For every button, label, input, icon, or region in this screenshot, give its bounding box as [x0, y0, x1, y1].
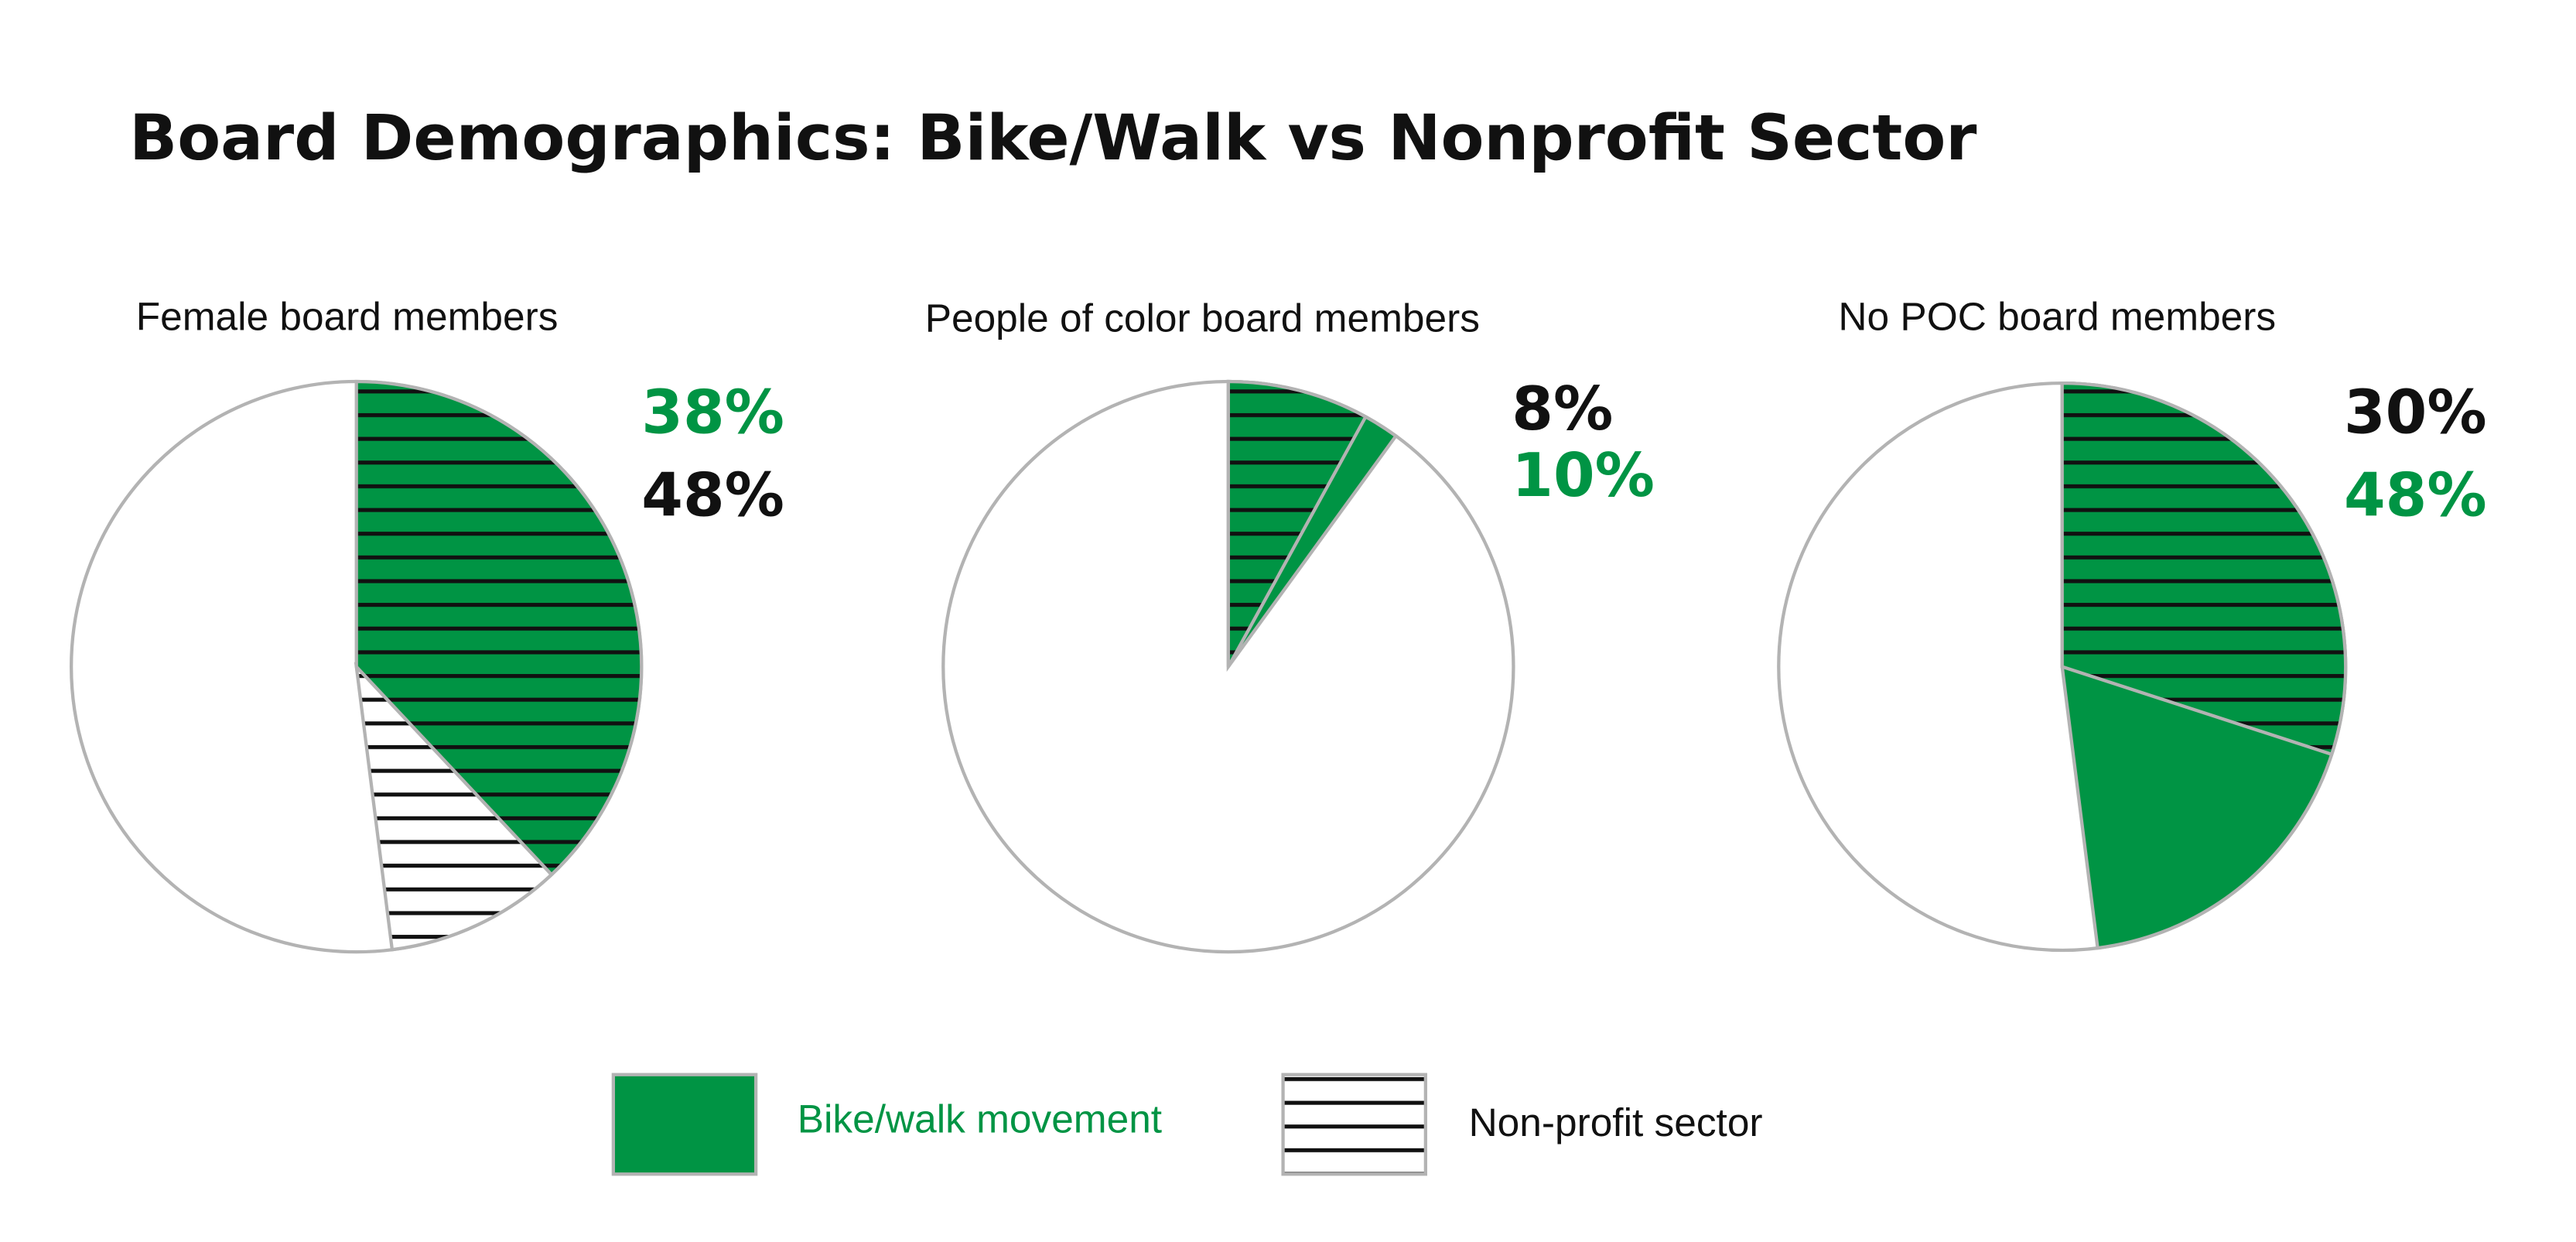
- legend-label-bike-walk: Bike/walk movement: [798, 1097, 1162, 1141]
- slice-no-poc-nonprofit: [2060, 381, 2348, 757]
- slice-female-nonprofit: [354, 662, 555, 952]
- pie-poc: People of color board members 8% 10%: [925, 296, 1655, 954]
- slice-female-bike-walk: [354, 379, 644, 878]
- legend-swatch-bike-walk: [611, 1073, 758, 1176]
- label-poc-nonprofit: 8%: [1512, 375, 1613, 444]
- label-female-bike-walk: 38%: [641, 378, 784, 447]
- chart-title: Board Demographics: Bike/Walk vs Nonprof…: [129, 101, 1976, 175]
- pie-female: Female board members 38% 48%: [70, 294, 784, 954]
- label-female-nonprofit: 48%: [641, 461, 784, 531]
- label-no-poc-bike-walk: 48%: [2344, 461, 2487, 531]
- legend-swatch-nonprofit: [1281, 1073, 1427, 1176]
- label-poc-bike-walk: 10%: [1512, 441, 1655, 511]
- label-no-poc-nonprofit: 30%: [2344, 378, 2487, 447]
- legend: Bike/walk movement Non-profit sector: [611, 1073, 1763, 1176]
- pie-title-female: Female board members: [136, 294, 559, 339]
- legend-label-nonprofit: Non-profit sector: [1469, 1100, 1763, 1144]
- pie-title-poc: People of color board members: [925, 296, 1480, 340]
- pie-title-no-poc: No POC board members: [1838, 294, 2276, 339]
- pie-no-poc: No POC board members 30% 48%: [1777, 294, 2487, 953]
- slice-poc-nonprofit: [1226, 379, 1368, 668]
